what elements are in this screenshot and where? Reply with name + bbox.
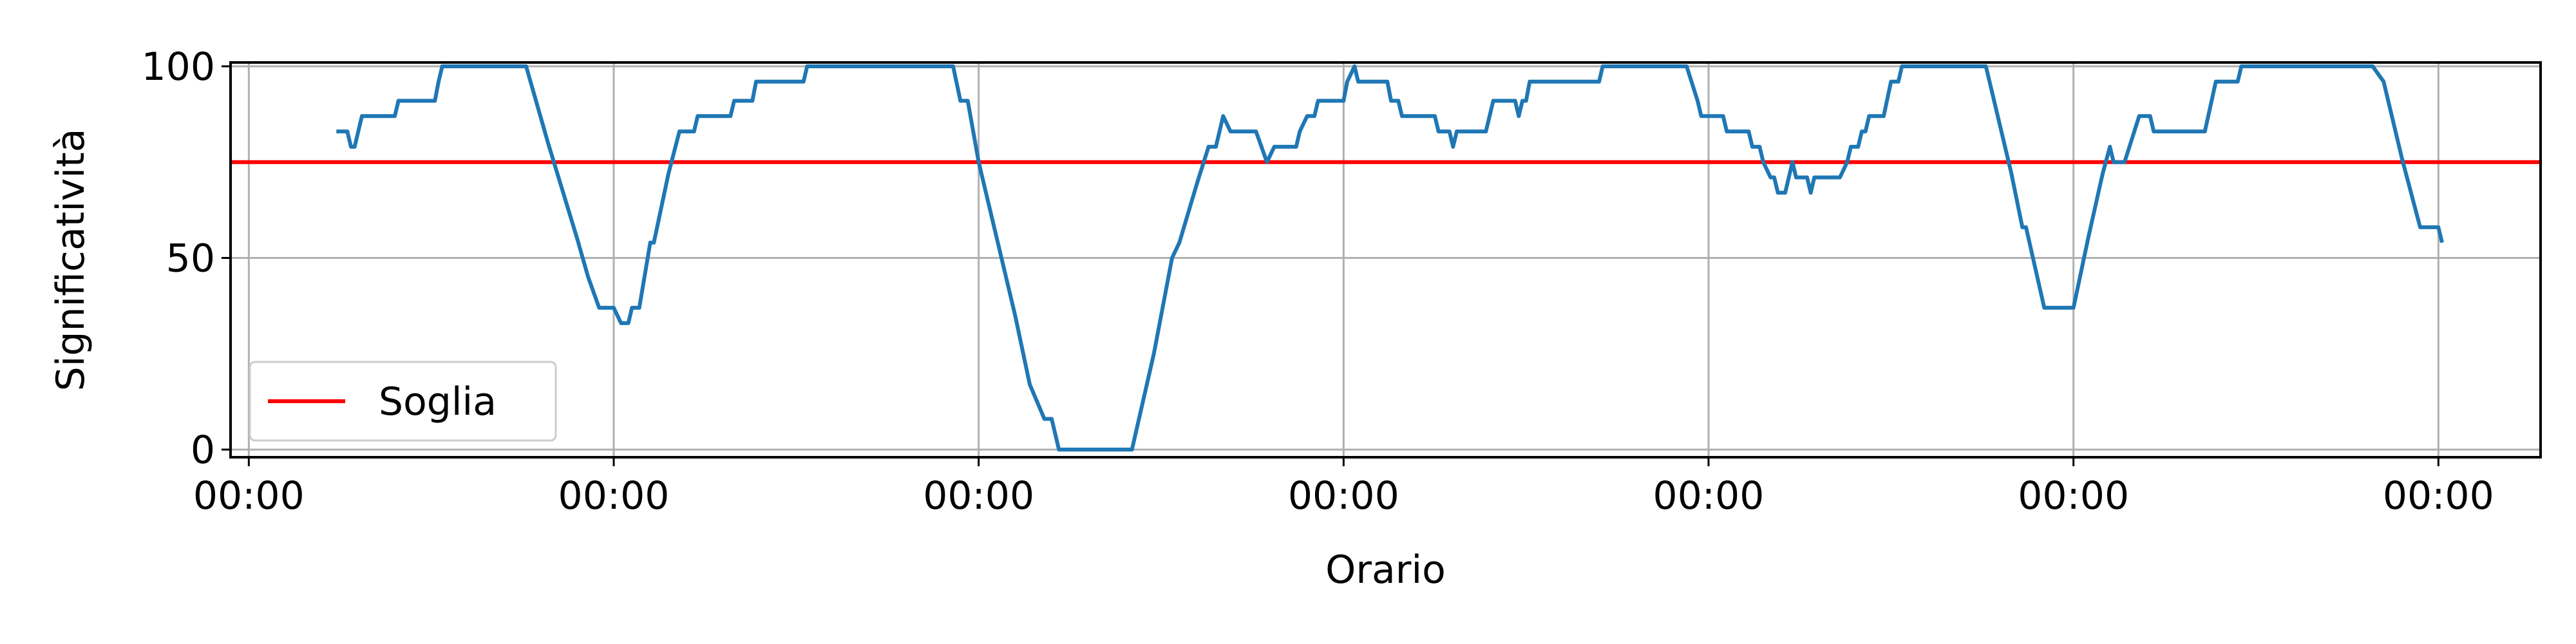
legend-box (249, 361, 557, 442)
series-line-1 (336, 64, 2444, 452)
legend: Soglia (249, 361, 557, 442)
legend-label-soglia: Soglia (379, 379, 497, 424)
y-axis-label: Significatività (48, 129, 93, 392)
plot-frame (229, 61, 2542, 459)
grid-lines (231, 62, 2541, 457)
x-tick-label: 00:00 (2018, 473, 2129, 518)
x-tick-label: 00:00 (193, 473, 305, 518)
axis-ticks: 00:00 00:00 00:00 00:00 00:00 00:00 00:0005010… (141, 44, 2494, 518)
y-tick-label: 100 (141, 44, 215, 90)
x-tick-label: 00:00 (1653, 473, 1765, 518)
plot-area (231, 64, 2541, 452)
x-tick-label: 00:00 (2383, 473, 2494, 518)
x-tick-label: 00:00 (558, 473, 670, 518)
y-tick-label: 0 (191, 428, 215, 473)
x-axis-label: Orario (1325, 547, 1446, 592)
x-tick-label: 00:00 (1288, 473, 1399, 518)
x-tick-label: 00:00 (923, 473, 1034, 518)
y-tick-label: 50 (166, 236, 215, 281)
